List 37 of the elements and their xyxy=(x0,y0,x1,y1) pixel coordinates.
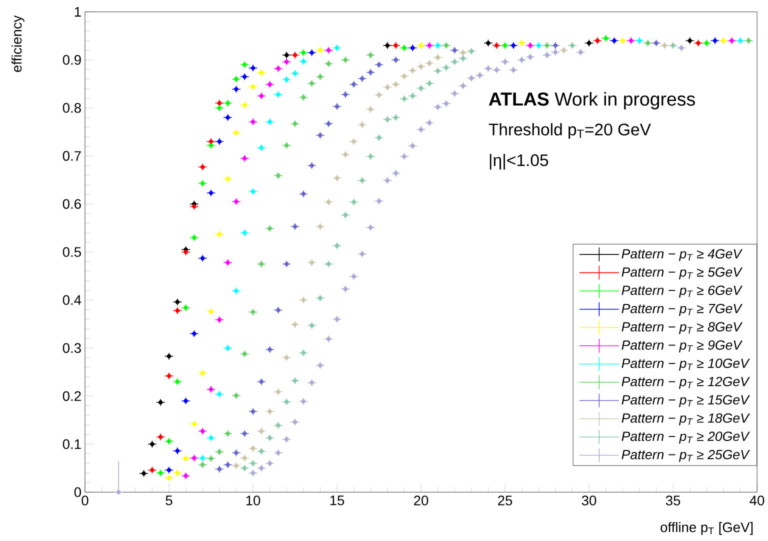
y-tick-label: 1 xyxy=(74,7,81,17)
x-tick-label: 15 xyxy=(330,496,344,506)
y-tick-label: 0.7 xyxy=(62,151,81,162)
legend-label: Pattern − p$_{T}$ ≥ 4GeV xyxy=(622,249,743,262)
x-tick-label: 40 xyxy=(750,496,764,506)
legend-label: Pattern − p$_{T}$ ≥ 10GeV xyxy=(622,358,750,371)
x-tick-label: 10 xyxy=(246,496,260,506)
legend-label: Pattern − p$_{T}$ ≥ 8GeV xyxy=(622,322,743,334)
y-tick-label: 0.4 xyxy=(62,295,82,306)
legend-label: Pattern − p$_{T}$ ≥ 15GeV xyxy=(622,395,750,408)
legend-label: Pattern − p$_{T}$ ≥ 12GeV xyxy=(622,377,750,390)
annotation: |η|<1.05 xyxy=(490,154,548,170)
x-tick-label: 5 xyxy=(166,496,172,506)
y-tick-label: 0.9 xyxy=(62,55,81,65)
legend-label: Pattern − p$_{T}$ ≥ 6GeV xyxy=(622,286,743,298)
legend-label: Pattern − p$_{T}$ ≥ 5GeV xyxy=(622,268,743,280)
x-tick-label: 25 xyxy=(498,496,512,506)
y-tick-label: 0.2 xyxy=(62,391,81,402)
y-tick-label: 0.8 xyxy=(62,103,81,114)
y-tick-label: 0.1 xyxy=(62,439,81,450)
x-tick-label: 35 xyxy=(666,496,680,506)
x-tick-label: 0 xyxy=(82,496,88,506)
legend-label: Pattern − p$_{T}$ ≥ 20GeV xyxy=(622,432,750,444)
annotation: ATLAS Work in progress xyxy=(488,92,695,110)
y-tick-label: 0.6 xyxy=(62,199,81,210)
legend-label: Pattern − p$_{T}$ ≥ 9GeV xyxy=(622,340,743,353)
annotation: Threshold p$_{T}$=20 GeV xyxy=(488,123,651,139)
legend-label: Pattern − p$_{T}$ ≥ 18GeV xyxy=(622,414,750,426)
x-tick-label: 30 xyxy=(582,496,596,506)
y-tick-label: 0.3 xyxy=(62,343,81,354)
x-tick-label: 20 xyxy=(414,496,428,506)
legend-label: Pattern − p$_{T}$ ≥ 7GeV xyxy=(622,304,743,316)
y-tick-label: 0 xyxy=(74,487,81,498)
y-axis-title: efficiency xyxy=(12,16,24,72)
legend-label: Pattern − p$_{T}$ ≥ 25GeV xyxy=(622,450,750,462)
x-axis-title: offline p$_{T}$ [GeV] xyxy=(660,522,753,536)
y-tick-label: 0.5 xyxy=(62,247,81,258)
